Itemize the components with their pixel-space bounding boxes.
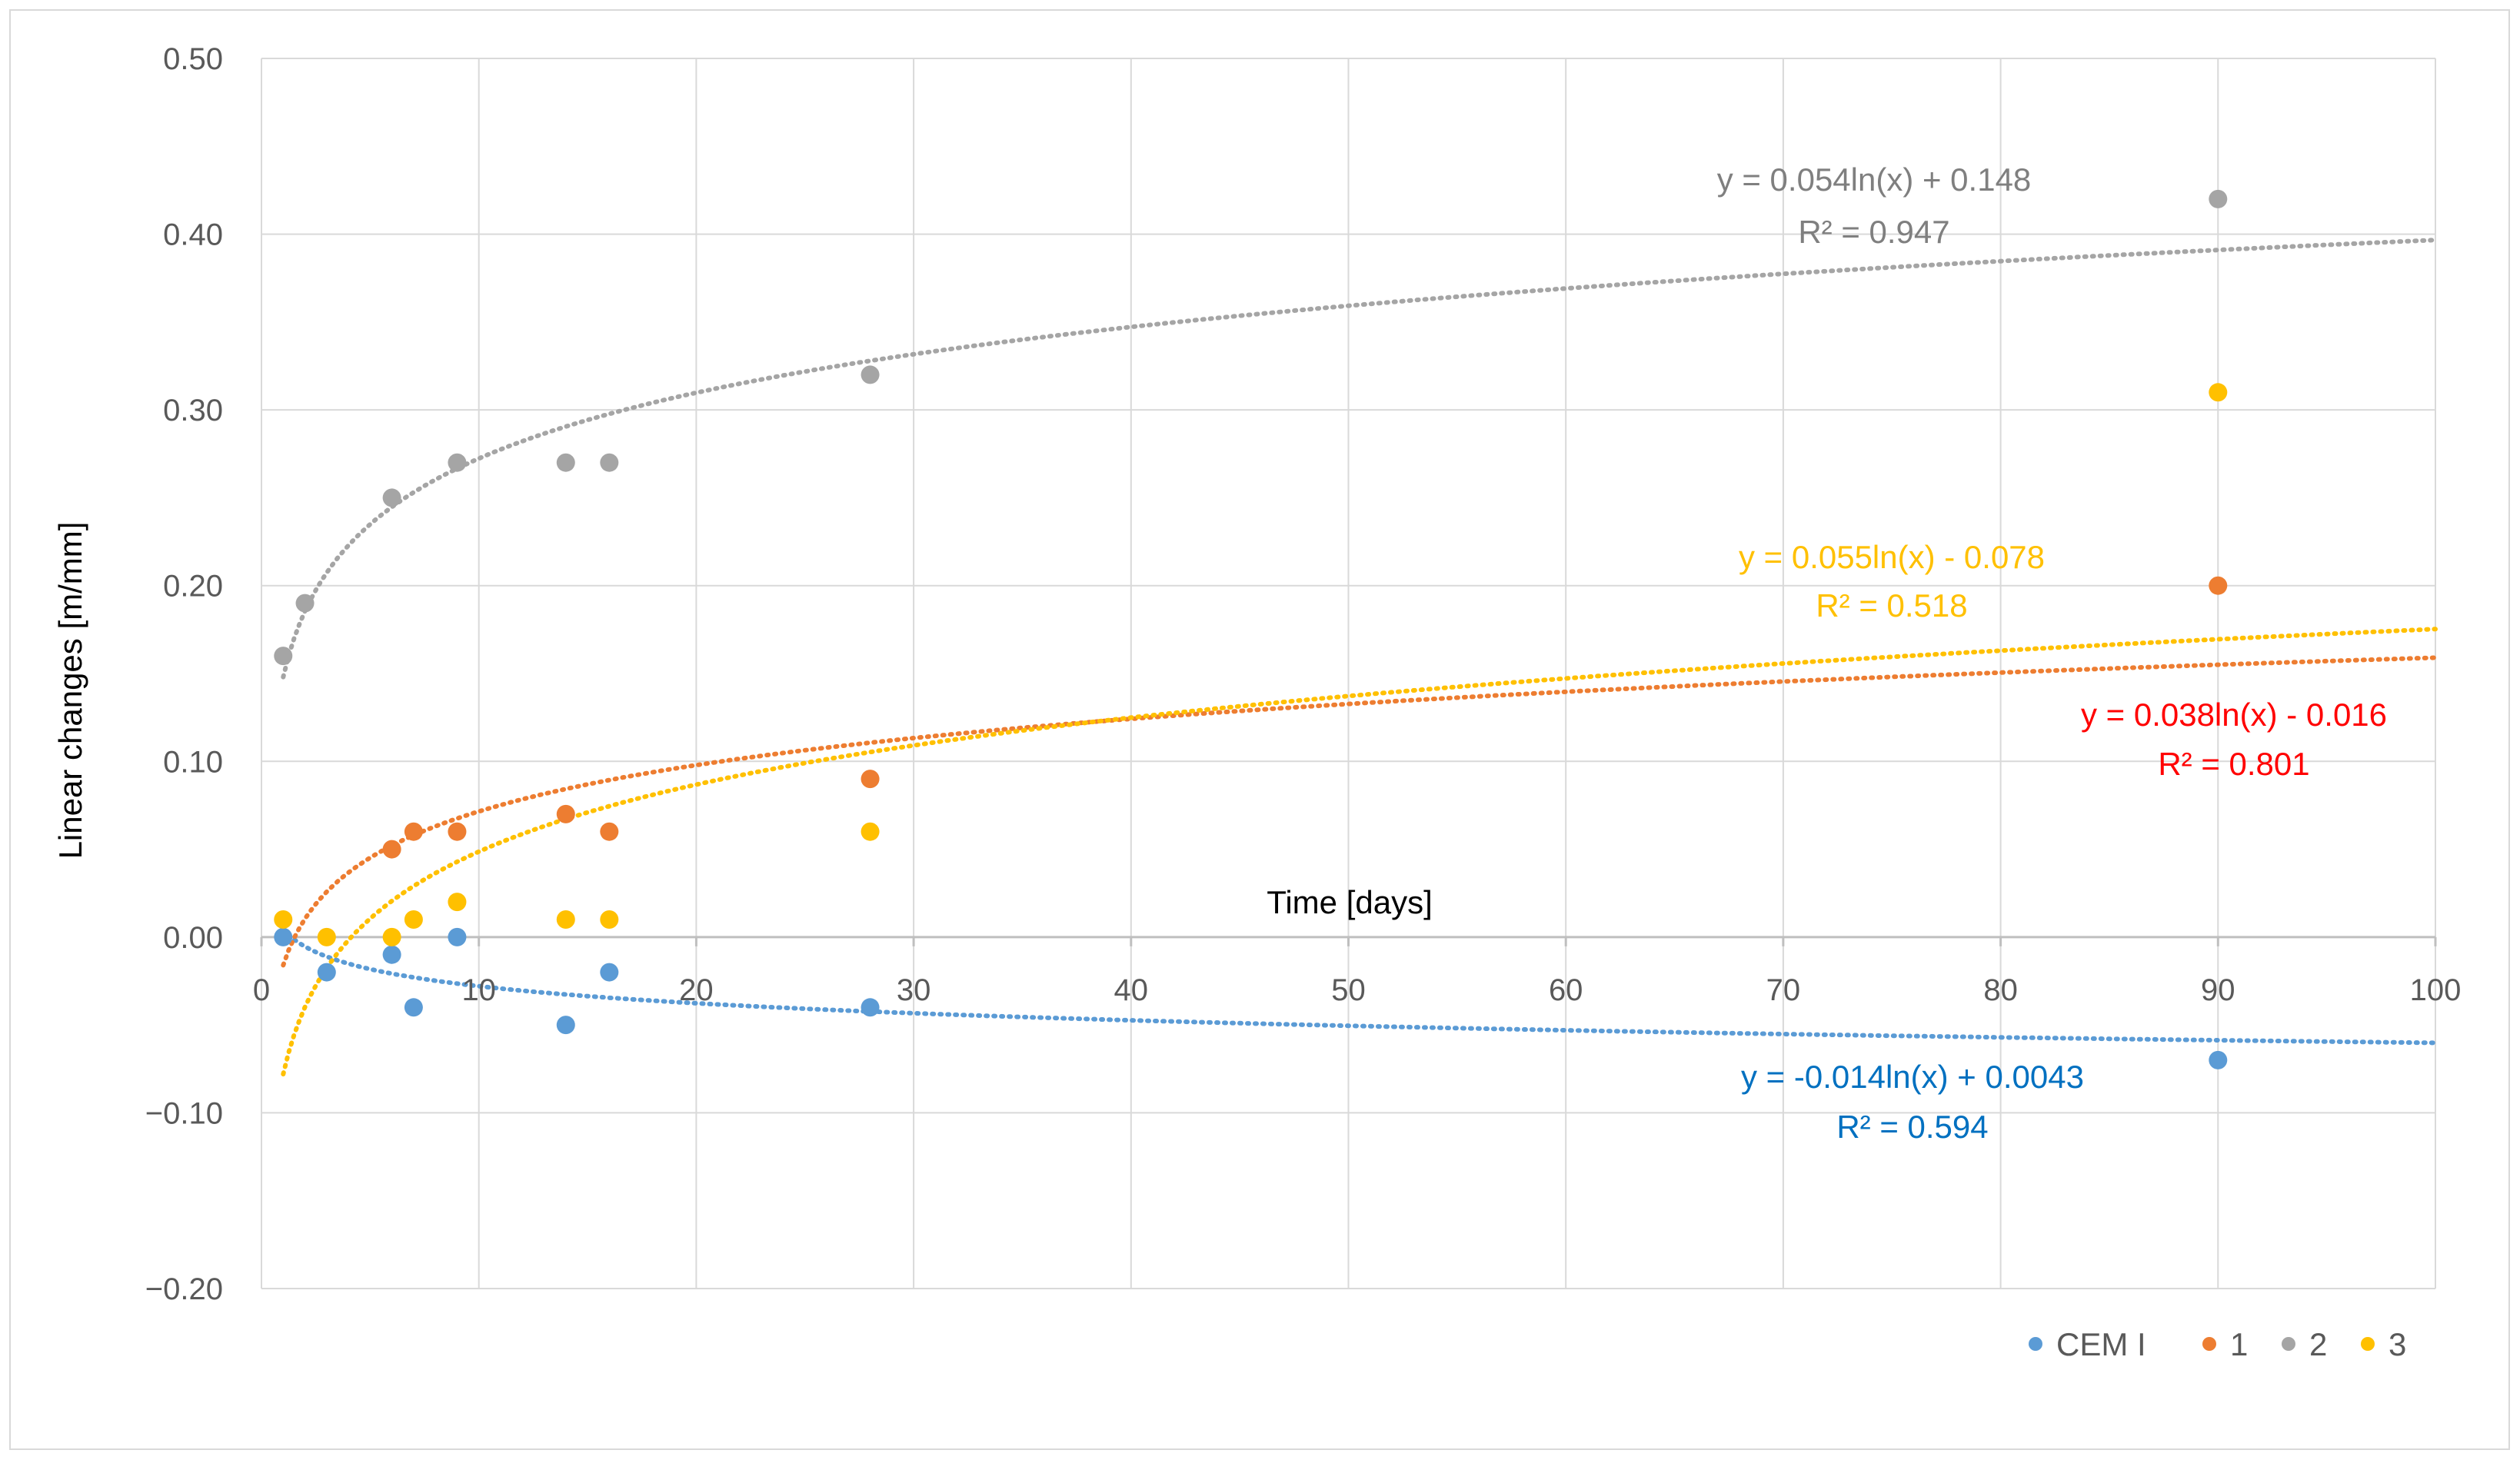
data-point-cem-i bbox=[274, 927, 293, 946]
legend-label-1: 1 bbox=[2230, 1326, 2248, 1362]
y-tick-label: 0.00 bbox=[163, 921, 223, 955]
data-points bbox=[274, 189, 2228, 1069]
data-point-3 bbox=[382, 927, 401, 946]
x-tick-label: 80 bbox=[1983, 973, 2018, 1007]
data-point-2 bbox=[295, 594, 315, 613]
trendline-1 bbox=[281, 655, 2438, 968]
data-point-2 bbox=[382, 488, 401, 507]
data-point-cem-i bbox=[600, 963, 619, 982]
y-tick-label: 0.30 bbox=[163, 394, 223, 427]
x-tick-label: 30 bbox=[897, 973, 931, 1007]
x-tick-label: 10 bbox=[461, 973, 496, 1007]
data-point-1 bbox=[404, 822, 423, 841]
legend-label-3: 3 bbox=[2389, 1326, 2406, 1362]
r2-series-2: R² = 0.947 bbox=[1798, 214, 1949, 250]
tick-labels: 0 10 20 30 40 50 60 70 80 90 100 0.50 0.40 0.30 0.20 0.… bbox=[145, 42, 2462, 1306]
equation-series-1: y = 0.038ln(x) - 0.016 bbox=[2081, 697, 2387, 733]
data-point-cem-i bbox=[2209, 1050, 2228, 1069]
data-point-3 bbox=[556, 910, 575, 929]
x-tick-label: 90 bbox=[2201, 973, 2235, 1007]
r2-series-3: R² = 0.518 bbox=[1816, 587, 1967, 624]
x-tick-label: 70 bbox=[1766, 973, 1801, 1007]
y-tick-label: 0.10 bbox=[163, 745, 223, 779]
trendline-2 bbox=[281, 238, 2438, 680]
trendline-3 bbox=[281, 627, 2438, 1077]
data-point-3 bbox=[317, 927, 336, 946]
legend-label-cem-i: CEM I bbox=[2056, 1326, 2146, 1362]
x-axis-title: Time [days] bbox=[1267, 884, 1433, 920]
x-tick-label: 20 bbox=[679, 973, 714, 1007]
legend-marker-cem-i bbox=[2029, 1337, 2042, 1351]
data-point-cem-i bbox=[382, 945, 401, 964]
x-tick-label: 0 bbox=[253, 973, 270, 1007]
data-point-1 bbox=[2209, 576, 2228, 595]
x-tick-label: 100 bbox=[2410, 973, 2462, 1007]
data-point-2 bbox=[600, 453, 619, 472]
axes bbox=[260, 936, 2437, 946]
data-point-cem-i bbox=[448, 927, 467, 946]
trendlines bbox=[281, 238, 2438, 1077]
data-point-cem-i bbox=[556, 1016, 575, 1035]
trendline-cem-i bbox=[281, 927, 2438, 1046]
data-point-3 bbox=[404, 910, 423, 929]
x-tick-label: 40 bbox=[1114, 973, 1149, 1007]
data-point-3 bbox=[861, 822, 880, 841]
y-tick-label: 0.40 bbox=[163, 218, 223, 252]
data-point-2 bbox=[274, 647, 293, 666]
data-point-1 bbox=[382, 840, 401, 859]
equation-series-2: y = 0.054ln(x) + 0.148 bbox=[1717, 161, 2032, 198]
r2-series-cem-i: R² = 0.594 bbox=[1836, 1109, 1988, 1145]
data-point-cem-i bbox=[404, 998, 423, 1017]
chart-frame bbox=[9, 9, 2510, 1450]
equation-series-3: y = 0.055ln(x) - 0.078 bbox=[1739, 539, 2045, 575]
legend-marker-3 bbox=[2361, 1337, 2375, 1351]
x-tick-label: 60 bbox=[1549, 973, 1583, 1007]
y-tick-label: −0.10 bbox=[145, 1096, 223, 1130]
y-tick-label: −0.20 bbox=[145, 1272, 223, 1306]
legend: CEM I 1 2 3 bbox=[2029, 1326, 2406, 1362]
data-point-2 bbox=[2209, 189, 2228, 208]
y-axis-title: Linear changes [m/mm] bbox=[52, 522, 88, 860]
y-tick-label: 0.50 bbox=[163, 42, 223, 76]
data-point-3 bbox=[448, 893, 467, 912]
data-point-2 bbox=[448, 453, 467, 472]
legend-marker-2 bbox=[2282, 1337, 2295, 1351]
data-point-2 bbox=[861, 365, 880, 384]
x-tick-label: 50 bbox=[1331, 973, 1366, 1007]
data-point-2 bbox=[556, 453, 575, 472]
legend-label-2: 2 bbox=[2309, 1326, 2327, 1362]
data-point-cem-i bbox=[861, 998, 880, 1017]
data-point-1 bbox=[861, 770, 880, 789]
data-point-cem-i bbox=[317, 963, 336, 982]
data-point-3 bbox=[600, 910, 619, 929]
data-point-3 bbox=[274, 910, 293, 929]
data-point-3 bbox=[2209, 383, 2228, 402]
y-tick-label: 0.20 bbox=[163, 570, 223, 604]
r2-series-1: R² = 0.801 bbox=[2158, 746, 2309, 782]
gridlines bbox=[261, 58, 2436, 1289]
data-point-1 bbox=[448, 822, 467, 841]
data-point-1 bbox=[556, 804, 575, 823]
legend-marker-1 bbox=[2202, 1337, 2216, 1351]
equation-series-cem-i: y = -0.014ln(x) + 0.0043 bbox=[1741, 1059, 2084, 1095]
data-point-1 bbox=[600, 822, 619, 841]
